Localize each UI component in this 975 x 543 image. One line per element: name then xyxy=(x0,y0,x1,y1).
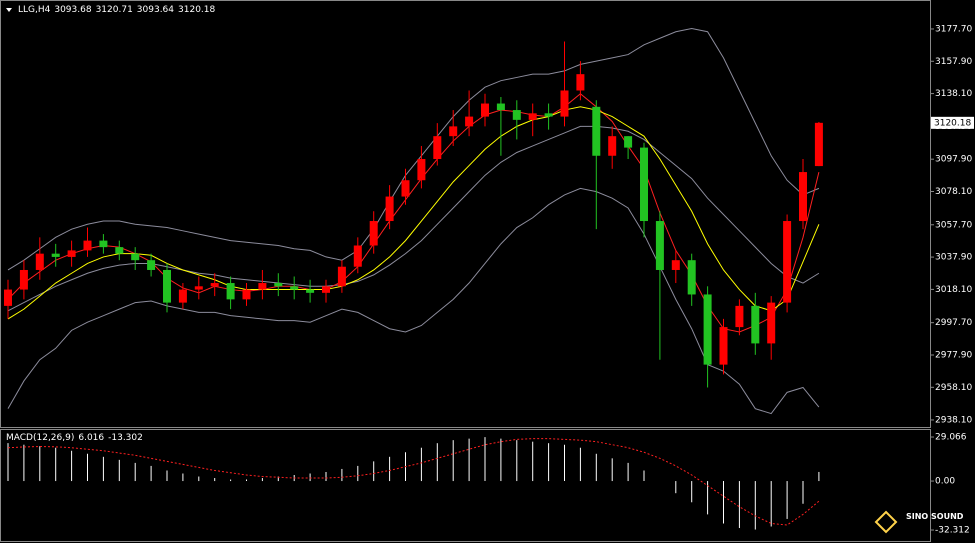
candle-body xyxy=(385,196,394,222)
current-price: 3120.18 xyxy=(934,118,971,128)
y-tick-label: 2938.10 xyxy=(935,415,972,425)
candle-body xyxy=(767,302,776,344)
candle-body xyxy=(353,245,362,267)
candle-body xyxy=(703,294,712,365)
candle-body xyxy=(210,283,219,287)
indicator-line xyxy=(7,187,820,415)
candle-body xyxy=(401,180,410,197)
y-tick-label: 3177.70 xyxy=(935,24,972,34)
candle-body xyxy=(131,253,140,261)
candle-body xyxy=(306,289,315,293)
candle-body xyxy=(4,289,12,306)
candle-body xyxy=(19,269,28,290)
candle-body xyxy=(417,159,426,181)
candle-body xyxy=(560,90,569,117)
candle-body xyxy=(655,221,664,270)
y-tick-label: 3018.10 xyxy=(935,285,972,295)
y-tick-label: 0.00 xyxy=(935,477,955,487)
candle-body xyxy=(624,136,633,148)
candle-body xyxy=(163,269,171,303)
candle-body xyxy=(147,260,156,270)
candle-body xyxy=(99,240,108,248)
y-tick-label: 3037.90 xyxy=(935,253,972,263)
candle-body xyxy=(35,253,44,270)
candle-body xyxy=(51,253,60,257)
candle-body xyxy=(735,305,744,328)
candle-body xyxy=(496,103,505,111)
candle-body xyxy=(337,266,346,287)
candle-body xyxy=(322,286,330,293)
symbol: LLG,H4 xyxy=(18,5,51,15)
candle-body xyxy=(481,103,489,117)
y-tick-label: 3097.90 xyxy=(935,155,972,165)
y-tick-label: 2958.10 xyxy=(935,383,972,393)
indicator-line xyxy=(7,125,820,312)
candle-body xyxy=(242,289,251,300)
y-tick-label: 2997.70 xyxy=(935,318,972,328)
candle-body xyxy=(528,113,537,120)
high: 3120.71 xyxy=(95,5,133,15)
candle-body xyxy=(576,74,585,91)
main-panel-frame xyxy=(0,0,931,428)
macd-header: MACD(12,26,9) 6.016 -13.302 xyxy=(6,433,143,443)
candle-body xyxy=(67,250,76,257)
watermark-logo xyxy=(874,510,898,534)
candle-body xyxy=(544,113,553,117)
low: 3093.64 xyxy=(136,5,175,15)
candle-body xyxy=(671,260,680,270)
price-label-box xyxy=(931,116,974,129)
chart-header: LLG,H4 3093.68 3120.71 3093.64 3120.18 xyxy=(18,5,215,15)
y-tick-label: 3078.10 xyxy=(935,187,972,197)
candle-body xyxy=(274,283,283,287)
candle-body xyxy=(465,116,474,127)
candle-body xyxy=(178,289,187,303)
candle-body xyxy=(512,110,521,120)
candle-body xyxy=(783,221,792,303)
indicator-line xyxy=(7,93,820,333)
candle-body xyxy=(687,260,696,295)
candle-body xyxy=(290,286,299,290)
y-tick-label: 3157.90 xyxy=(935,57,972,67)
candle-body xyxy=(115,247,124,254)
y-tick-label: 3138.10 xyxy=(935,89,972,99)
indicator-line xyxy=(7,27,820,271)
macd-value: 6.016 xyxy=(78,433,105,443)
candle-body xyxy=(608,136,617,156)
menu-arrow[interactable] xyxy=(6,8,12,12)
y-tick-label: 3057.70 xyxy=(935,220,972,230)
candle-body xyxy=(83,240,92,251)
candle-body xyxy=(814,122,823,167)
candle-body xyxy=(799,172,807,222)
candle-body xyxy=(369,221,378,246)
candle-body xyxy=(433,136,442,160)
open: 3093.68 xyxy=(54,5,92,15)
candle-body xyxy=(258,283,267,290)
candle-body xyxy=(640,147,648,222)
y-tick-label: -32.312 xyxy=(935,526,970,536)
close: 3120.18 xyxy=(178,5,216,15)
indicator-line xyxy=(7,106,820,320)
candle-body xyxy=(751,305,760,344)
candle-body xyxy=(592,106,601,156)
signal-value: -13.302 xyxy=(108,433,143,443)
candle-body xyxy=(449,126,458,137)
candle-body xyxy=(226,283,235,300)
y-tick-label: 2977.90 xyxy=(935,350,972,360)
y-tick-label: 29.066 xyxy=(935,433,967,443)
macd-title: MACD(12,26,9) xyxy=(6,433,75,443)
candle-body xyxy=(194,286,203,290)
macd-panel-frame xyxy=(0,429,931,542)
watermark: SINO SOUND xyxy=(906,512,964,521)
signal-line xyxy=(7,438,820,526)
candle-body xyxy=(719,327,728,365)
